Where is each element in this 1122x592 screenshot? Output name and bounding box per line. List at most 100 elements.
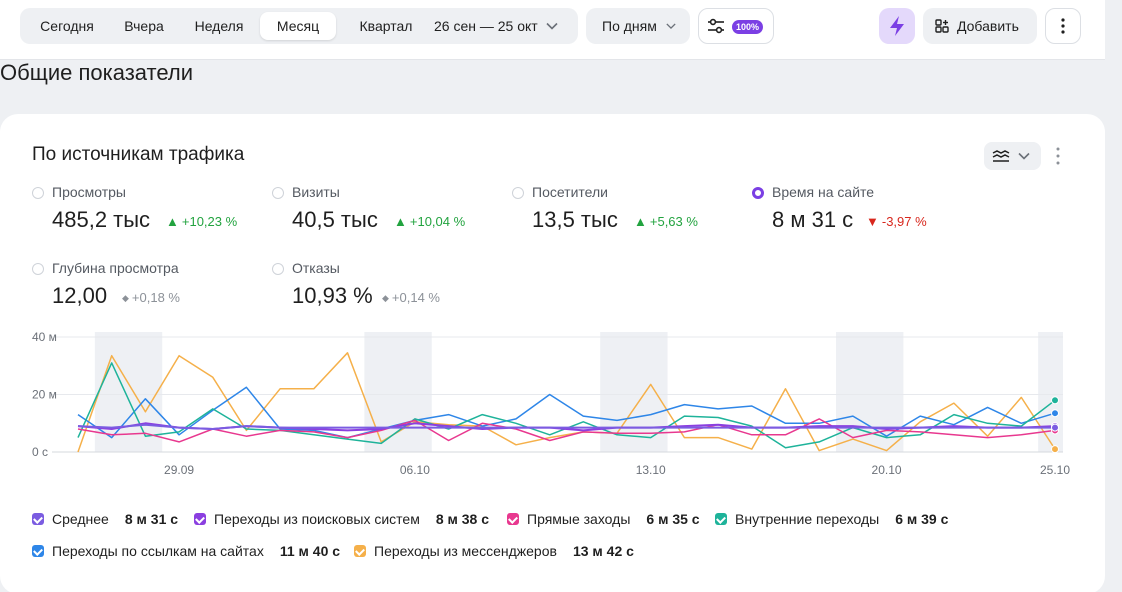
legend-value: 6 м 35 с <box>646 511 700 527</box>
weekend-band <box>94 332 163 452</box>
diamond-icon: ◆ <box>382 293 389 303</box>
legend-label: Переходы из поисковых систем <box>214 511 420 527</box>
legend-value: 13 м 42 с <box>572 543 634 559</box>
page-title: Общие показатели <box>0 60 193 85</box>
metric-radio[interactable] <box>32 187 44 199</box>
x-tick-label: 06.10 <box>400 463 430 477</box>
legend-label: Прямые заходы <box>527 511 631 527</box>
legend-checkbox[interactable] <box>194 513 206 525</box>
metric-value: 485,2 тыс <box>52 207 151 232</box>
metric-radio-selected[interactable] <box>752 187 764 199</box>
metric-radio[interactable] <box>272 263 284 275</box>
x-tick-label: 20.10 <box>872 463 902 477</box>
line-chart[interactable]: 0 с 20 м 40 м 29.09 06.10 13.10 20.10 25.10 <box>0 322 1105 482</box>
metric-name: Время на сайте <box>772 184 875 200</box>
legend-item-messengers[interactable]: Переходы из мессенджеров 13 м 42 с <box>354 542 634 560</box>
legend-value: 6 м 39 с <box>895 511 949 527</box>
legend-label: Переходы из мессенджеров <box>374 543 557 559</box>
filters-button[interactable]: 100% <box>698 8 774 44</box>
sampling-badge: 100% <box>732 20 764 34</box>
legend-value: 11 м 40 с <box>279 543 341 559</box>
x-tick-label: 29.09 <box>164 463 194 477</box>
metric-visits[interactable]: Визиты 40,5 тыс ▲ +10,04 % <box>272 182 502 242</box>
weekend-band <box>364 332 432 452</box>
metric-depth[interactable]: Глубина просмотра 12,00 ◆ +0,18 % <box>32 258 262 318</box>
legend-value: 8 м 38 с <box>435 511 489 527</box>
metric-radio[interactable] <box>32 263 44 275</box>
legend-checkbox[interactable] <box>507 513 519 525</box>
series-line <box>77 352 1056 453</box>
diamond-icon: ◆ <box>122 293 129 303</box>
add-widget-button[interactable]: Добавить <box>923 8 1037 44</box>
legend-label: Переходы по ссылкам на сайтах <box>52 543 264 559</box>
metric-name: Отказы <box>292 260 340 276</box>
series-end-point <box>1051 445 1059 454</box>
report-menu-icon[interactable] <box>1052 146 1064 166</box>
series-end-point <box>1051 396 1059 405</box>
legend-checkbox[interactable] <box>354 545 366 557</box>
grouping-label: По дням <box>602 18 657 34</box>
metric-delta: ▲ +10,04 % <box>394 214 466 229</box>
chart-area: 0 с 20 м 40 м 29.09 06.10 13.10 20.10 25.10 <box>0 322 1105 482</box>
arrow-up-icon: ▲ <box>166 214 179 229</box>
metric-bounce[interactable]: Отказы 10,93 % ◆ +0,14 % <box>272 258 502 318</box>
legend-label: Внутренние переходы <box>735 511 880 527</box>
add-label: Добавить <box>957 18 1019 34</box>
metric-radio[interactable] <box>512 187 524 199</box>
y-tick-label: 40 м <box>32 330 57 344</box>
chart-lines-icon <box>992 150 1010 162</box>
chart-type-select[interactable] <box>984 142 1041 170</box>
date-range-label: 26 сен — 25 окт <box>434 18 538 34</box>
series-end-point <box>1051 409 1059 418</box>
period-week[interactable]: Неделя <box>194 18 244 34</box>
metric-name: Посетители <box>532 184 608 200</box>
x-tick-label: 25.10 <box>1040 463 1070 477</box>
report-title: По источникам трафика <box>32 144 245 165</box>
period-month[interactable]: Месяц <box>260 12 336 40</box>
legend-label: Среднее <box>52 511 109 527</box>
legend-item-internal[interactable]: Внутренние переходы 6 м 39 с <box>715 510 948 528</box>
metric-delta: ◆ +0,18 % <box>122 290 180 305</box>
metric-time-on-site[interactable]: Время на сайте 8 м 31 с ▼ -3,97 % <box>752 182 982 242</box>
metric-value: 12,00 <box>52 283 108 308</box>
y-tick-label: 0 с <box>32 445 48 459</box>
legend-item-direct[interactable]: Прямые заходы 6 м 35 с <box>507 510 700 528</box>
metric-radio[interactable] <box>272 187 284 199</box>
metric-name: Визиты <box>292 184 340 200</box>
legend-item-search[interactable]: Переходы из поисковых систем 8 м 38 с <box>194 510 489 528</box>
legend-checkbox[interactable] <box>715 513 727 525</box>
metric-visitors[interactable]: Посетители 13,5 тыс ▲ +5,63 % <box>512 182 742 242</box>
filter-sliders-icon <box>708 18 724 34</box>
metric-value: 40,5 тыс <box>292 207 378 232</box>
legend-checkbox[interactable] <box>32 545 44 557</box>
period-yesterday[interactable]: Вчера <box>124 18 164 34</box>
chevron-down-icon <box>1018 152 1030 160</box>
arrow-up-icon: ▲ <box>634 214 647 229</box>
widgets-icon <box>935 19 949 33</box>
traffic-sources-card: По источникам трафика Просмотры 485,2 ты… <box>0 114 1105 592</box>
kebab-icon <box>1061 18 1065 34</box>
legend-checkbox[interactable] <box>32 513 44 525</box>
legend-item-average[interactable]: Среднее 8 м 31 с <box>32 510 178 528</box>
period-today[interactable]: Сегодня <box>40 18 94 34</box>
metric-delta: ▲ +10,23 % <box>166 214 238 229</box>
metric-delta: ▼ -3,97 % <box>866 214 927 229</box>
metric-pageviews[interactable]: Просмотры 485,2 тыс ▲ +10,23 % <box>32 182 262 242</box>
chevron-down-icon <box>546 22 558 30</box>
grouping-select[interactable]: По дням <box>586 8 690 44</box>
autotarget-button[interactable] <box>879 8 915 44</box>
period-quarter[interactable]: Квартал <box>359 18 413 34</box>
arrow-down-icon: ▼ <box>866 214 879 229</box>
metric-value: 13,5 тыс <box>532 207 618 232</box>
metric-delta: ▲ +5,63 % <box>634 214 698 229</box>
top-toolbar: Сегодня Вчера Неделя Месяц Квартал 26 се… <box>0 0 1105 60</box>
series-line <box>77 418 1056 443</box>
series-end-point <box>1051 423 1059 432</box>
metric-name: Глубина просмотра <box>52 260 179 276</box>
legend-item-referral[interactable]: Переходы по ссылкам на сайтах 11 м 40 с <box>32 542 340 560</box>
date-range-picker[interactable]: 26 сен — 25 окт <box>434 12 574 40</box>
legend-value: 8 м 31 с <box>124 511 179 527</box>
y-tick-label: 20 м <box>32 388 57 402</box>
more-menu-button[interactable] <box>1045 8 1081 44</box>
series-line <box>77 386 1056 439</box>
